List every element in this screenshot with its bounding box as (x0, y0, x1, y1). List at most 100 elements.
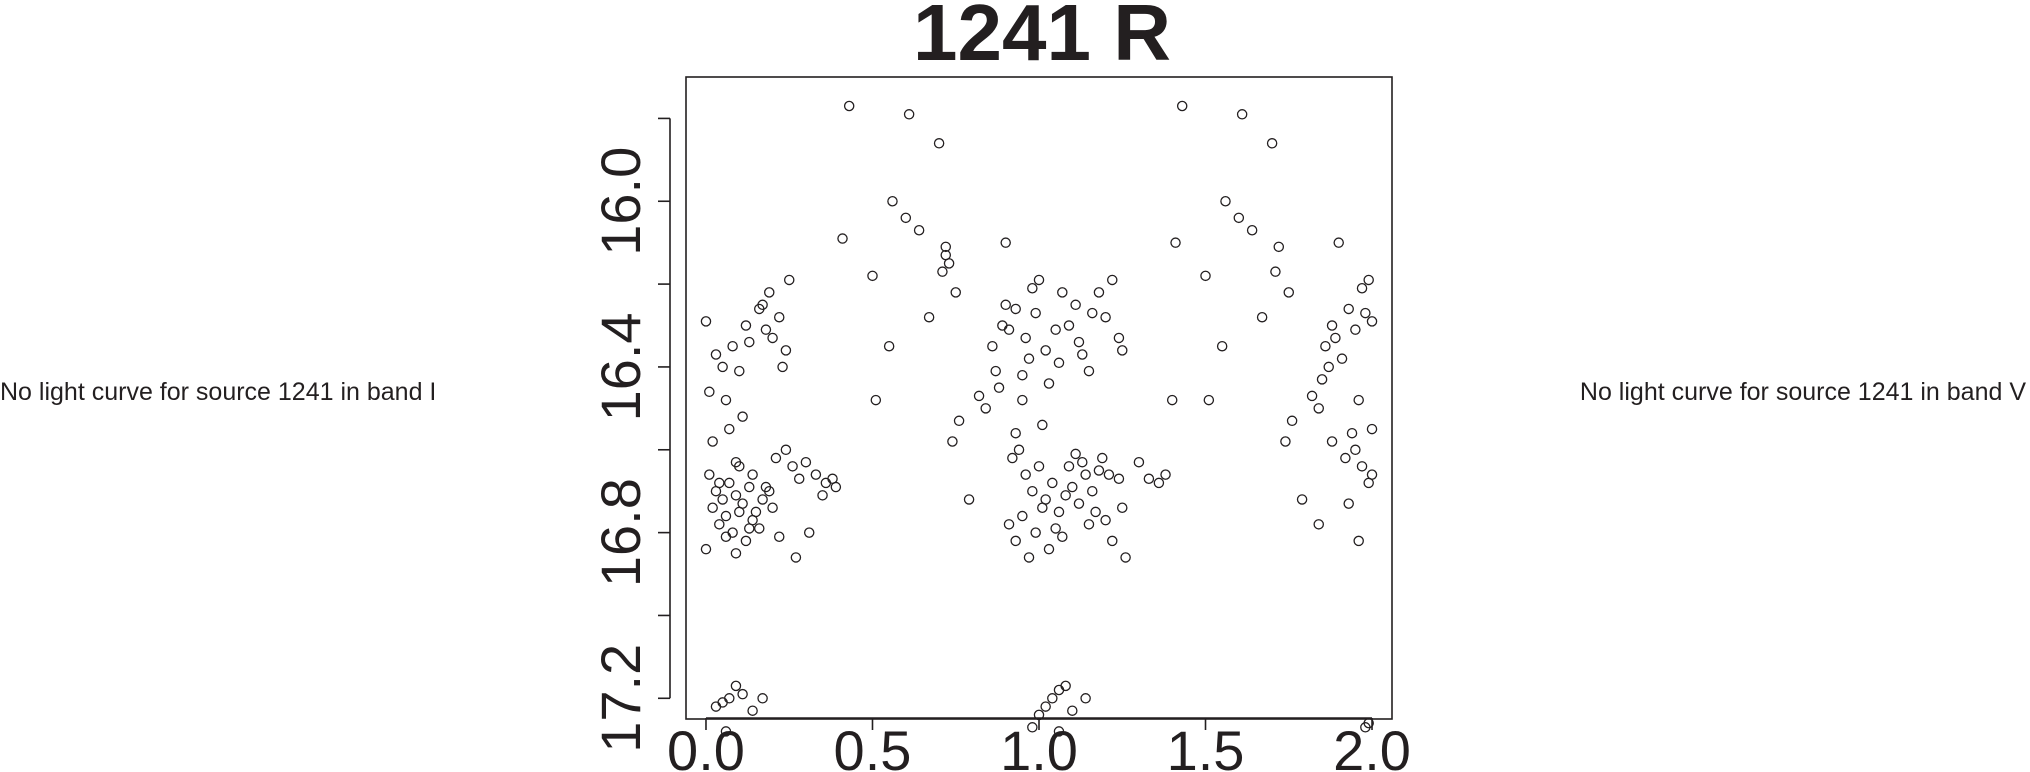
data-point (1087, 485, 1098, 497)
data-point (1233, 212, 1245, 224)
data-point (950, 287, 961, 298)
data-point (1330, 332, 1341, 344)
data-point (1270, 266, 1281, 277)
data-point (810, 469, 822, 480)
data-point (720, 510, 732, 522)
data-point (803, 527, 815, 538)
data-point (1296, 494, 1308, 505)
data-point (1313, 519, 1324, 530)
data-point (757, 693, 768, 704)
data-point (720, 726, 732, 737)
data-point (1023, 353, 1035, 364)
data-point (1030, 307, 1041, 319)
data-point (1000, 299, 1011, 311)
data-point (780, 345, 792, 356)
data-point (1063, 461, 1075, 472)
data-point (900, 212, 912, 224)
data-point (1040, 701, 1051, 712)
data-point (1113, 332, 1125, 344)
data-point (1143, 473, 1155, 485)
data-point (740, 535, 752, 547)
data-point (953, 415, 965, 427)
data-point (1350, 444, 1361, 456)
data-point (1153, 477, 1165, 489)
data-point (1027, 722, 1038, 733)
data-point (1053, 684, 1065, 696)
data-point (1246, 225, 1258, 236)
data-point (1316, 374, 1328, 385)
data-point (1323, 361, 1334, 373)
data-point (1170, 237, 1181, 248)
data-point (1017, 369, 1028, 381)
data-point (1087, 307, 1098, 319)
data-point (1047, 693, 1058, 704)
data-point (1017, 394, 1028, 406)
data-point (1010, 303, 1021, 315)
data-point (1073, 498, 1085, 509)
data-point (990, 365, 1001, 377)
data-point (1030, 527, 1041, 538)
data-point (923, 311, 935, 323)
data-point (704, 469, 715, 480)
data-point (1366, 469, 1378, 480)
data-point (730, 680, 742, 692)
data-point (1007, 452, 1018, 464)
data-point (937, 266, 948, 277)
data-point (1326, 320, 1338, 331)
data-point (1067, 481, 1078, 493)
data-point (943, 258, 955, 269)
data-point (1353, 535, 1364, 547)
data-point (1050, 324, 1061, 335)
chart-title: 1241 R (913, 0, 1171, 77)
data-point (1360, 722, 1371, 733)
data-point (1010, 535, 1021, 547)
data-point (710, 485, 722, 497)
data-point (1080, 469, 1091, 480)
data-point (1027, 282, 1038, 294)
data-point (727, 340, 738, 352)
data-point (1366, 316, 1378, 327)
y-tick-label: 17.2 (589, 644, 652, 753)
data-point (1176, 100, 1188, 112)
data-point (1320, 340, 1331, 352)
data-point (1266, 138, 1278, 149)
data-point (1033, 461, 1045, 472)
data-point (1003, 324, 1015, 335)
data-point (1053, 506, 1065, 518)
data-point (1203, 394, 1215, 406)
x-tick-label: 2.0 (1333, 719, 1411, 772)
data-point (720, 531, 732, 543)
data-point (1057, 287, 1068, 298)
data-point (754, 523, 765, 534)
data-point (730, 490, 742, 501)
data-point (1003, 519, 1015, 530)
data-point (1220, 196, 1231, 207)
data-point (1033, 274, 1045, 286)
data-point (1356, 282, 1368, 294)
data-point (1010, 427, 1021, 439)
data-point (767, 332, 778, 344)
data-point (1000, 237, 1011, 248)
data-point (830, 481, 842, 493)
x-tick-label: 1.5 (1167, 719, 1245, 772)
data-point (1037, 419, 1048, 431)
data-point (1033, 709, 1045, 721)
data-point (1027, 485, 1038, 497)
data-point (963, 494, 975, 505)
data-point (787, 461, 798, 472)
data-point (700, 316, 712, 327)
data-point (1313, 403, 1324, 414)
data-point (770, 452, 782, 464)
data-point (734, 365, 745, 377)
data-point (1283, 287, 1295, 298)
data-point (793, 473, 805, 485)
y-tick-label: 16.8 (589, 478, 652, 587)
data-point (1097, 452, 1108, 464)
data-point (720, 394, 732, 406)
data-point (1200, 270, 1211, 282)
data-point (744, 336, 755, 348)
data-point (837, 233, 848, 244)
data-point (724, 693, 735, 704)
data-point (1353, 394, 1364, 406)
data-point (1043, 543, 1055, 555)
